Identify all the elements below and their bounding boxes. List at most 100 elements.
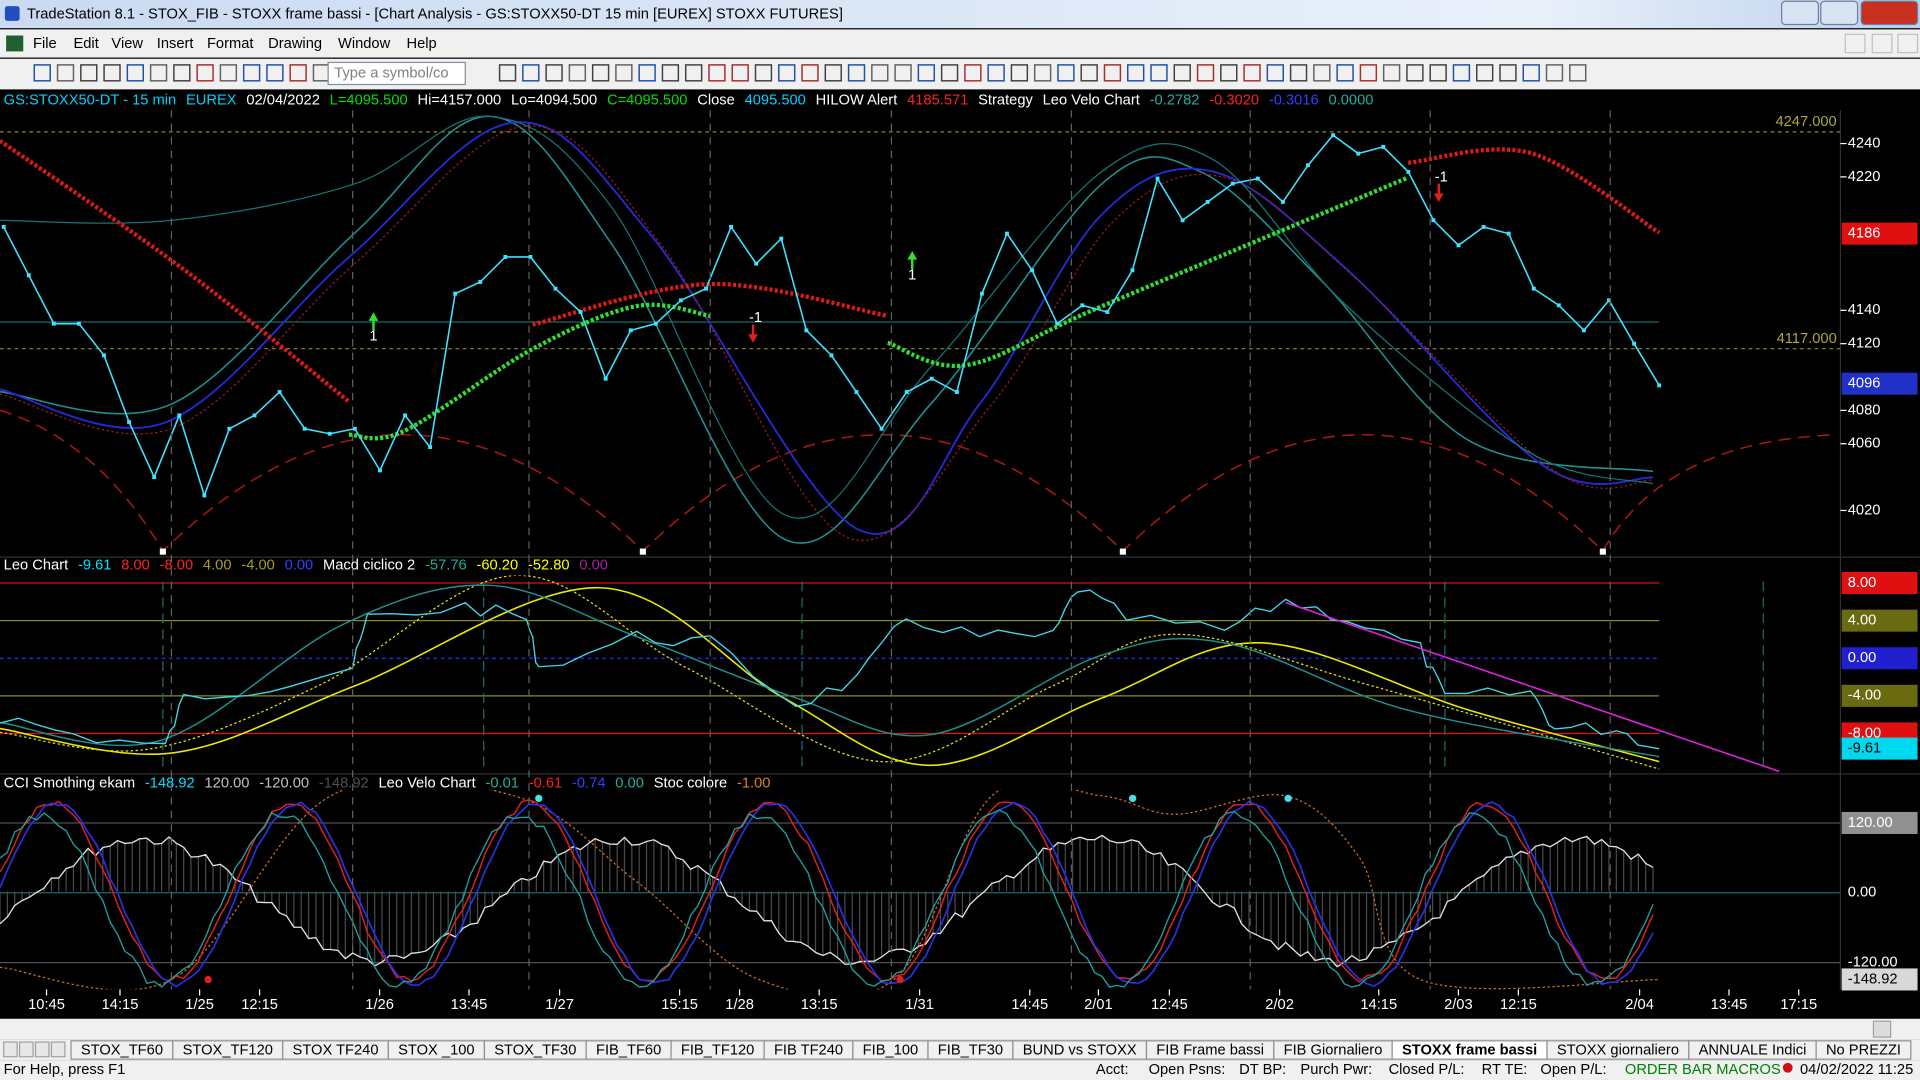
- menu-item[interactable]: View: [111, 36, 143, 52]
- menu-item[interactable]: Format: [207, 36, 254, 52]
- menu-item[interactable]: Insert: [157, 36, 194, 52]
- toolbar-icon[interactable]: [149, 64, 168, 82]
- toolbar-icon[interactable]: [1382, 64, 1401, 82]
- mdi-button[interactable]: [1871, 33, 1893, 54]
- toolbar-icon[interactable]: [1057, 64, 1075, 82]
- toolbar-icon[interactable]: [1545, 64, 1564, 82]
- toolbar-icon[interactable]: [1266, 64, 1284, 82]
- toolbar-icon[interactable]: [103, 64, 121, 82]
- tab-label[interactable]: FIB_TF30: [938, 1042, 1003, 1058]
- toolbar-icon[interactable]: [638, 64, 656, 82]
- toolbar-icon[interactable]: [1569, 64, 1587, 82]
- toolbar-icon[interactable]: [33, 64, 51, 82]
- tab-label[interactable]: STOXX giornaliero: [1557, 1042, 1679, 1058]
- tab-label[interactable]: STOX_TF60: [81, 1042, 163, 1058]
- toolbar-icon[interactable]: [80, 64, 98, 82]
- toolbar-icon[interactable]: [661, 64, 680, 82]
- tab-nav-button[interactable]: [18, 1041, 34, 1058]
- tab-label[interactable]: STOX TF240: [293, 1042, 379, 1058]
- toolbar-icon[interactable]: [684, 64, 703, 82]
- tab-label[interactable]: FIB TF240: [774, 1042, 843, 1058]
- minimize-button[interactable]: [1781, 0, 1819, 26]
- tab-label[interactable]: FIB_TF120: [681, 1042, 754, 1058]
- price-point: [1055, 321, 1060, 326]
- toolbar-icon[interactable]: [1522, 64, 1540, 82]
- toolbar-icon[interactable]: [1476, 64, 1494, 82]
- toolbar-icon[interactable]: [1173, 64, 1191, 82]
- toolbar-icon[interactable]: [987, 64, 1005, 82]
- toolbar-icon[interactable]: [1196, 64, 1215, 82]
- toolbar-icon[interactable]: [1429, 64, 1447, 82]
- toolbar-icon[interactable]: [894, 64, 912, 82]
- toolbar-icon[interactable]: [731, 64, 749, 82]
- toolbar-icon[interactable]: [1452, 64, 1471, 82]
- menu-item[interactable]: File: [33, 36, 57, 52]
- maximize-button[interactable]: [1820, 0, 1859, 26]
- toolbar-icon[interactable]: [1103, 64, 1122, 82]
- toolbar-icon[interactable]: [778, 64, 796, 82]
- toolbar-icon[interactable]: [1080, 64, 1098, 82]
- toolbar-icon[interactable]: [522, 64, 540, 82]
- toolbar-icon[interactable]: [1336, 64, 1354, 82]
- toolbar-icon[interactable]: [1359, 64, 1378, 82]
- toolbar-icon[interactable]: [1150, 64, 1168, 82]
- toolbar-icon[interactable]: [219, 64, 238, 82]
- toolbar-icon[interactable]: [964, 64, 982, 82]
- toolbar-icon[interactable]: [615, 64, 633, 82]
- toolbar-icon[interactable]: [1406, 64, 1424, 82]
- menu-item[interactable]: Edit: [73, 36, 98, 52]
- tab-label[interactable]: FIB_TF60: [596, 1042, 661, 1058]
- toolbar-icon[interactable]: [126, 64, 145, 82]
- menu-item[interactable]: Help: [407, 36, 437, 52]
- tab-nav-button[interactable]: [50, 1041, 66, 1058]
- toolbar-icon[interactable]: [871, 64, 889, 82]
- tab-label[interactable]: STOXX frame bassi: [1402, 1042, 1537, 1058]
- toolbar-icon[interactable]: [847, 64, 866, 82]
- toolbar-icon[interactable]: [824, 64, 842, 82]
- toolbar-icon[interactable]: [801, 64, 819, 82]
- toolbar-icon[interactable]: [56, 64, 75, 82]
- scroll-bar[interactable]: [0, 1018, 1920, 1040]
- toolbar-icon[interactable]: [591, 64, 610, 82]
- mdi-button[interactable]: [1844, 33, 1866, 54]
- tab-label[interactable]: BUND vs STOXX: [1023, 1042, 1137, 1058]
- toolbar-icon[interactable]: [917, 64, 936, 82]
- toolbar-icon[interactable]: [242, 64, 261, 82]
- toolbar-icon[interactable]: [1313, 64, 1331, 82]
- scroll-thumb[interactable]: [1872, 1020, 1892, 1038]
- toolbar-icon[interactable]: [1127, 64, 1145, 82]
- tab-nav-button[interactable]: [34, 1041, 50, 1058]
- toolbar-icon[interactable]: [1289, 64, 1308, 82]
- tab-nav-button[interactable]: [3, 1041, 18, 1058]
- tab-label[interactable]: STOX _100: [398, 1042, 474, 1058]
- toolbar-icon[interactable]: [1010, 64, 1029, 82]
- toolbar-icon[interactable]: [173, 64, 191, 82]
- mdi-button[interactable]: [1897, 33, 1919, 54]
- menu-item[interactable]: Window: [338, 36, 391, 52]
- toolbar-icon[interactable]: [708, 64, 726, 82]
- menu-item[interactable]: Drawing: [268, 36, 322, 52]
- tab-label[interactable]: ANNUALE Indici: [1699, 1042, 1807, 1058]
- tab-label[interactable]: FIB Giornaliero: [1284, 1042, 1383, 1058]
- toolbar-icon[interactable]: [498, 64, 517, 82]
- toolbar-icon[interactable]: [754, 64, 773, 82]
- tab-label[interactable]: STOX_TF30: [494, 1042, 576, 1058]
- close-button[interactable]: [1860, 0, 1919, 26]
- toolbar-icon[interactable]: [1220, 64, 1238, 82]
- symbol-input[interactable]: Type a symbol/co: [334, 65, 448, 81]
- toolbar-icon[interactable]: [545, 64, 563, 82]
- toolbar-icon[interactable]: [289, 64, 307, 82]
- tab-label[interactable]: FIB_100: [863, 1042, 919, 1058]
- tab-label[interactable]: STOX_TF120: [183, 1042, 273, 1058]
- tab-label[interactable]: No PREZZI: [1826, 1042, 1901, 1058]
- toolbar-icon[interactable]: [1499, 64, 1517, 82]
- toolbar-icon[interactable]: [940, 64, 959, 82]
- tab[interactable]: [1815, 1040, 1912, 1060]
- toolbar-icon[interactable]: [266, 64, 284, 82]
- toolbar-icon[interactable]: [1033, 64, 1052, 82]
- toolbar-icon[interactable]: [568, 64, 587, 82]
- symbol-input-box[interactable]: [327, 61, 466, 86]
- tab-label[interactable]: FIB Frame bassi: [1156, 1042, 1264, 1058]
- toolbar-icon[interactable]: [1243, 64, 1261, 82]
- toolbar-icon[interactable]: [196, 64, 214, 82]
